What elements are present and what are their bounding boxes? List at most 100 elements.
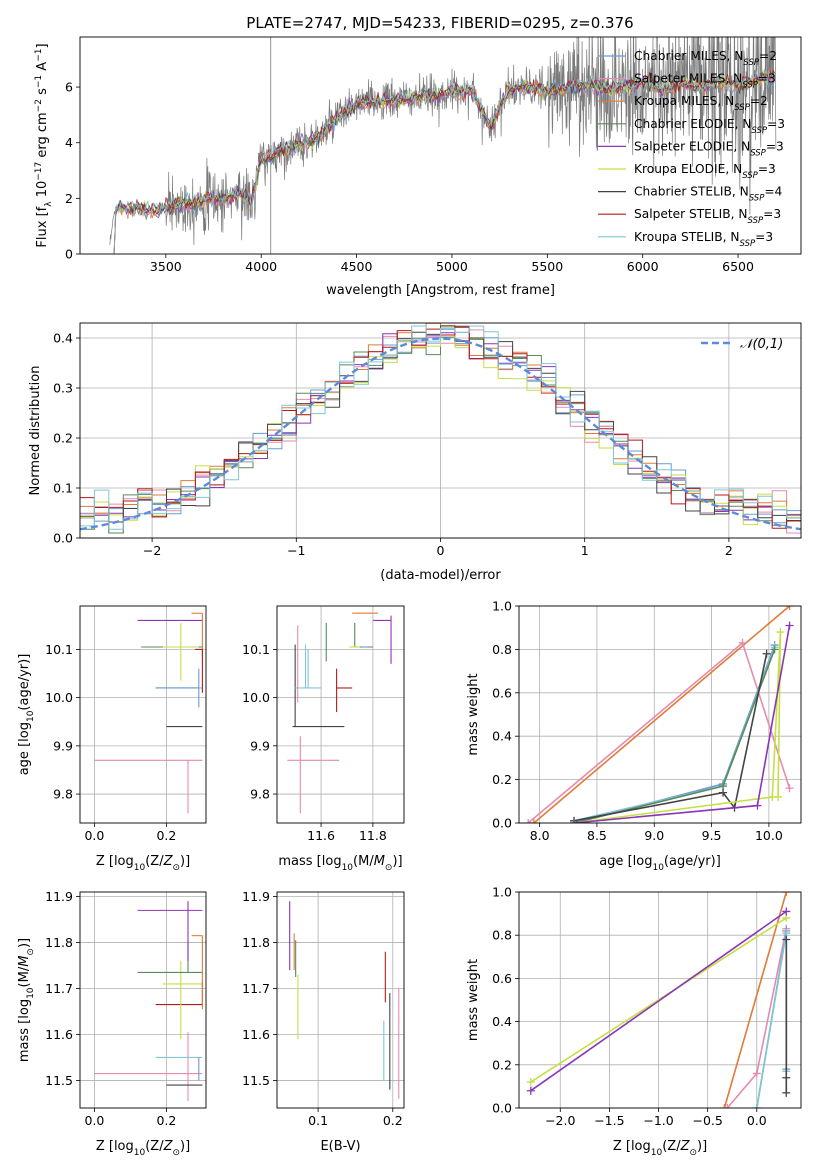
y-tick-label: 0.0 [492,816,512,831]
axes-frame [276,605,405,824]
axes-frame [79,891,207,1109]
y-tick-label: 11.8 [242,935,270,950]
y-tick-label: 10.0 [45,690,73,705]
series-point [720,1104,729,1108]
plot-area [94,901,203,1102]
x-tick-label: 8.5 [587,828,607,843]
x-tick-label: 1 [581,543,589,558]
y-tick-label: 11.6 [242,1027,270,1042]
x-tick-label: 0.2 [156,828,176,843]
series-point [723,1104,732,1108]
legend-label: Salpeter MILES, NSSP=3 [634,72,776,91]
axes-frame [79,605,207,824]
axes-frame [518,891,802,1109]
series-point [782,935,791,944]
x-tick-label: 9.5 [702,828,722,843]
x-tick-label: 4500 [341,259,373,274]
series-line [573,631,782,823]
y-tick-label: 10.0 [242,690,270,705]
y-tick-label: 0.4 [492,729,512,744]
x-tick-label: 3500 [150,259,182,274]
y-tick-label: 11.5 [45,1073,73,1088]
plot-area [80,323,801,534]
axes-frame [79,322,802,539]
y-tick-label: 0.4 [492,1014,512,1029]
y-axis-label: Normed distribution [28,366,43,496]
histogram-step [80,325,801,530]
plot-area [109,37,777,254]
x-axis-label: age [log10(age/yr)] [599,854,721,873]
legend-label: Chabrier ELODIE, NSSP=3 [634,117,785,136]
y-tick-label: 0.4 [53,331,73,346]
x-tick-label: 5500 [531,259,563,274]
normal-curve [80,337,801,531]
x-tick-label: 11.8 [359,828,387,843]
x-tick-label: 0 [437,543,445,558]
x-axis-label: wavelength [Angstrom, rest frame] [326,283,555,298]
series-point [785,784,794,793]
y-tick-label: 0.6 [492,685,512,700]
y-tick-label: 0.0 [492,1101,512,1116]
panel-massweight_vs_Z: −2.0 −1.5 −1.0 −0.5 0.0 0.0 0.2 0.4 0.6 0.8 1.0 Z [… [466,885,802,1158]
x-axis-label: E(B-V) [320,1139,360,1154]
x-tick-label: −2 [143,543,161,558]
series-point [752,1104,761,1108]
y-tick-label: 4 [65,135,73,150]
grid [519,605,801,824]
legend: 𝒩(0,1) [701,337,783,352]
series-point [782,1073,791,1082]
legend: Chabrier MILES, NSSP=2 Salpeter MILES, NS… [598,49,785,249]
series-point [762,649,771,658]
x-axis-label: mass [log10(M/M⊙)] [278,854,402,873]
y-tick-label: 11.5 [242,1073,270,1088]
observed-spectrum [109,37,777,246]
series-point [526,1078,535,1087]
grid [277,606,404,823]
x-tick-label: 5000 [436,259,468,274]
x-axis-label: Z [log10(Z/Z⊙)] [96,1139,190,1158]
series-line [530,917,787,1083]
series-point [770,645,779,654]
legend-label: Kroupa ELODIE, NSSP=3 [634,162,776,181]
panels: 3500 4000 4500 5000 5500 6000 6500 0 2 4 6 Chabrier… [17,36,802,1158]
series-point [785,606,794,610]
y-tick-label: 10.1 [45,642,73,657]
figure-title: PLATE=2747, MJD=54233, FIBERID=0295, z=0… [246,14,633,32]
y-tick-label: 6 [65,80,73,95]
x-tick-label: −0.5 [692,1113,722,1128]
model-line [109,70,776,254]
series-point [782,892,791,896]
x-tick-label: 10.0 [755,828,783,843]
y-tick-label: 10.1 [242,642,270,657]
series-point [782,1088,791,1097]
histogram-step [80,323,801,534]
x-tick-label: 0.0 [747,1113,767,1128]
y-tick-label: 0.0 [53,531,73,546]
x-tick-label: 0.0 [84,828,104,843]
legend-label: 𝒩(0,1) [740,337,783,352]
grid [80,892,206,1108]
series-line [573,653,768,822]
series-line [530,910,787,1092]
y-tick-label: 0.6 [492,971,512,986]
panel-mass_vs_Z: 0.0 0.2 11.5 11.6 11.7 11.8 11.9 Z [log10(Z/Z⊙)… [17,889,207,1158]
x-tick-label: 6000 [627,259,659,274]
y-tick-label: 0.3 [53,381,73,396]
panel-age_vs_Z: 0.0 0.2 9.8 9.9 10.0 10.1 Z [log10(Z/Z⊙)] age [… [17,605,207,873]
y-axis-label: mass weight [466,673,481,755]
y-tick-label: 0.2 [492,1057,512,1072]
y-tick-label: 9.9 [53,738,73,753]
x-tick-label: 8.0 [530,828,550,843]
y-tick-label: 1.0 [492,599,512,614]
y-tick-label: 0.2 [53,431,73,446]
series-point [782,907,791,916]
y-tick-label: 11.9 [45,889,73,904]
grid [80,606,206,823]
series-point [529,819,538,823]
y-tick-label: 11.6 [45,1027,73,1042]
series-point [719,788,728,797]
axes-frame [79,36,802,255]
y-tick-label: 0.1 [53,481,73,496]
series-line [533,606,791,823]
series-line [573,646,776,822]
